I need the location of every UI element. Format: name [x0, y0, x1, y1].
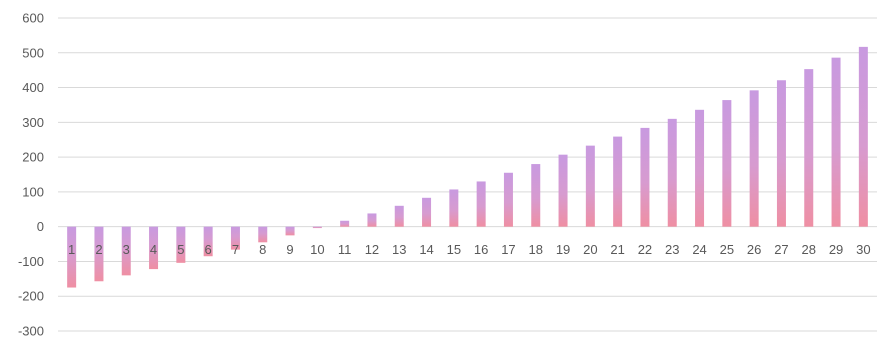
x-tick-label: 4 [150, 242, 157, 257]
x-tick-label: 7 [232, 242, 239, 257]
x-tick-label: 17 [501, 242, 515, 257]
bar-24 [695, 109, 705, 227]
bar-3 [121, 226, 131, 276]
y-tick-label: 400 [22, 80, 44, 95]
x-axis-ticks: 1 2 3 4 5 6 7 8 9 10 11 12 13 14 15 16 17 18 19 20 21 22 23 24 2… [68, 242, 871, 257]
x-tick-label: 6 [205, 242, 212, 257]
x-tick-label: 22 [638, 242, 652, 257]
x-tick-label: 18 [529, 242, 543, 257]
bar-9 [285, 226, 295, 236]
x-tick-label: 10 [310, 242, 324, 257]
bar-19 [558, 154, 568, 227]
bar-7 [230, 226, 240, 250]
bar-26 [749, 90, 759, 227]
x-tick-label: 13 [392, 242, 406, 257]
x-tick-label: 28 [802, 242, 816, 257]
bar-25 [722, 100, 732, 227]
y-tick-label: -200 [18, 289, 44, 304]
bar-5 [176, 226, 186, 263]
x-tick-label: 9 [286, 242, 293, 257]
y-tick-label: -100 [18, 254, 44, 269]
x-tick-label: 19 [556, 242, 570, 257]
bars [67, 46, 868, 288]
x-tick-label: 27 [774, 242, 788, 257]
x-tick-label: 15 [447, 242, 461, 257]
bar-10 [312, 226, 322, 229]
y-tick-label: 600 [22, 11, 44, 26]
x-tick-label: 1 [68, 242, 75, 257]
bar-17 [503, 172, 513, 227]
x-tick-label: 30 [856, 242, 870, 257]
x-tick-label: 26 [747, 242, 761, 257]
y-tick-label: 500 [22, 45, 44, 60]
bar-21 [613, 136, 623, 227]
x-tick-label: 14 [419, 242, 433, 257]
y-tick-label: 0 [37, 219, 44, 234]
bar-28 [804, 69, 814, 227]
bar-30 [858, 46, 868, 227]
x-tick-label: 25 [720, 242, 734, 257]
x-tick-label: 12 [365, 242, 379, 257]
bar-29 [831, 57, 841, 227]
x-tick-label: 2 [95, 242, 102, 257]
x-tick-label: 3 [123, 242, 130, 257]
gridlines [58, 17, 877, 332]
x-tick-label: 5 [177, 242, 184, 257]
bar-8 [258, 226, 268, 243]
bar-12 [367, 213, 377, 227]
bar-1 [67, 226, 77, 288]
bar-4 [149, 226, 159, 270]
y-tick-label: 200 [22, 150, 44, 165]
bar-14 [422, 197, 432, 227]
x-tick-label: 29 [829, 242, 843, 257]
x-tick-label: 20 [583, 242, 597, 257]
bar-6 [203, 226, 213, 257]
y-tick-label: 300 [22, 115, 44, 130]
bar-27 [776, 80, 786, 227]
x-tick-label: 8 [259, 242, 266, 257]
bar-2 [94, 226, 104, 282]
bar-18 [531, 164, 541, 227]
bar-16 [476, 181, 486, 227]
y-axis-ticks: 600 500 400 300 200 100 0 -100 -200 -300 [18, 11, 44, 337]
x-tick-label: 21 [610, 242, 624, 257]
bar-23 [667, 118, 677, 227]
bar-13 [394, 205, 404, 227]
x-tick-label: 11 [338, 242, 352, 257]
bar-20 [585, 145, 595, 227]
x-tick-label: 24 [692, 242, 706, 257]
y-tick-label: 100 [22, 184, 44, 199]
bar-11 [340, 220, 350, 227]
bar-22 [640, 127, 650, 227]
x-tick-label: 16 [474, 242, 488, 257]
bar-15 [449, 189, 459, 227]
x-tick-label: 23 [665, 242, 679, 257]
y-tick-label: -300 [18, 324, 44, 337]
